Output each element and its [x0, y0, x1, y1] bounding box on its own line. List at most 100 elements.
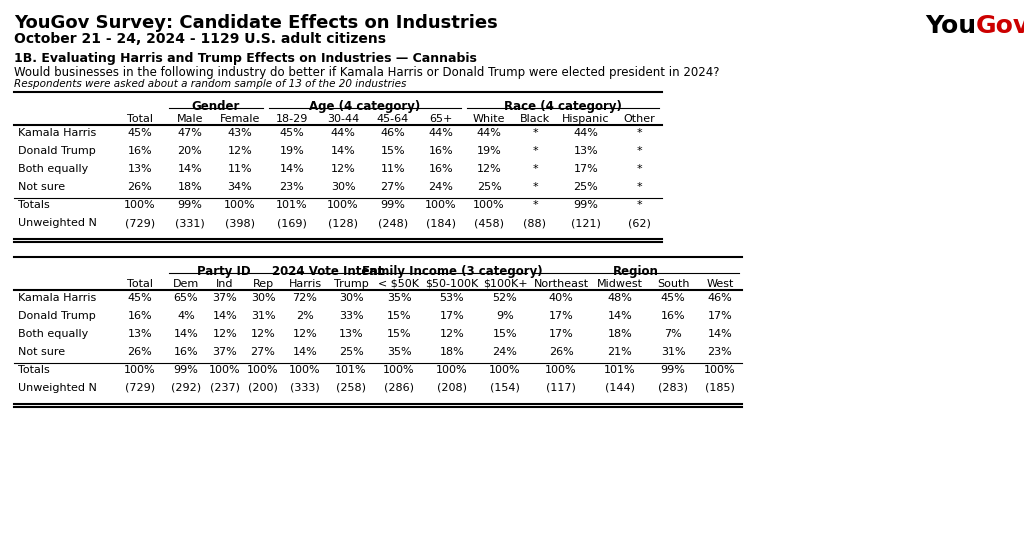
- Text: $100K+: $100K+: [482, 279, 527, 289]
- Text: (286): (286): [384, 383, 414, 393]
- Text: 27%: 27%: [381, 182, 406, 192]
- Text: 13%: 13%: [339, 329, 364, 339]
- Text: Both equally: Both equally: [18, 329, 88, 339]
- Text: *: *: [532, 182, 538, 192]
- Text: Donald Trump: Donald Trump: [18, 311, 96, 321]
- Text: 21%: 21%: [607, 347, 633, 357]
- Text: (458): (458): [474, 218, 504, 228]
- Text: (333): (333): [290, 383, 319, 393]
- Text: 26%: 26%: [128, 347, 153, 357]
- Text: Not sure: Not sure: [18, 182, 66, 192]
- Text: 1B. Evaluating Harris and Trump Effects on Industries — Cannabis: 1B. Evaluating Harris and Trump Effects …: [14, 52, 477, 65]
- Text: (729): (729): [125, 218, 155, 228]
- Text: $50-100K: $50-100K: [425, 279, 478, 289]
- Text: 100%: 100%: [289, 365, 321, 375]
- Text: 16%: 16%: [128, 146, 153, 156]
- Text: 12%: 12%: [331, 164, 355, 174]
- Text: (185): (185): [706, 383, 735, 393]
- Text: 31%: 31%: [251, 311, 275, 321]
- Text: 19%: 19%: [280, 146, 304, 156]
- Text: 100%: 100%: [247, 365, 279, 375]
- Text: 17%: 17%: [549, 329, 573, 339]
- Text: Trump: Trump: [334, 279, 369, 289]
- Text: You: You: [925, 14, 976, 38]
- Text: 23%: 23%: [280, 182, 304, 192]
- Text: 18-29: 18-29: [275, 114, 308, 124]
- Text: 100%: 100%: [209, 365, 241, 375]
- Text: 25%: 25%: [573, 182, 598, 192]
- Text: 46%: 46%: [708, 293, 732, 303]
- Text: 14%: 14%: [708, 329, 732, 339]
- Text: (729): (729): [125, 383, 155, 393]
- Text: (208): (208): [437, 383, 467, 393]
- Text: *: *: [636, 164, 642, 174]
- Text: 100%: 100%: [705, 365, 736, 375]
- Text: 100%: 100%: [224, 200, 256, 210]
- Text: 25%: 25%: [476, 182, 502, 192]
- Text: Midwest: Midwest: [597, 279, 643, 289]
- Text: 13%: 13%: [128, 164, 153, 174]
- Text: 15%: 15%: [387, 311, 412, 321]
- Text: 16%: 16%: [128, 311, 153, 321]
- Text: 7%: 7%: [665, 329, 682, 339]
- Text: *: *: [636, 146, 642, 156]
- Text: 13%: 13%: [573, 146, 598, 156]
- Text: 100%: 100%: [124, 200, 156, 210]
- Text: YouGov Survey: Candidate Effects on Industries: YouGov Survey: Candidate Effects on Indu…: [14, 14, 498, 32]
- Text: < $50K: < $50K: [379, 279, 420, 289]
- Text: 99%: 99%: [177, 200, 203, 210]
- Text: 14%: 14%: [174, 329, 199, 339]
- Text: 100%: 100%: [545, 365, 577, 375]
- Text: Unweighted N: Unweighted N: [18, 218, 97, 228]
- Text: Unweighted N: Unweighted N: [18, 383, 97, 393]
- Text: 40%: 40%: [549, 293, 573, 303]
- Text: 11%: 11%: [381, 164, 406, 174]
- Text: Gov: Gov: [976, 14, 1024, 38]
- Text: 44%: 44%: [331, 128, 355, 138]
- Text: Total: Total: [127, 114, 153, 124]
- Text: 72%: 72%: [293, 293, 317, 303]
- Text: 30-44: 30-44: [327, 114, 359, 124]
- Text: 37%: 37%: [213, 293, 238, 303]
- Text: 16%: 16%: [429, 146, 454, 156]
- Text: Race (4 category): Race (4 category): [504, 100, 622, 113]
- Text: Donald Trump: Donald Trump: [18, 146, 96, 156]
- Text: 26%: 26%: [128, 182, 153, 192]
- Text: 16%: 16%: [174, 347, 199, 357]
- Text: 14%: 14%: [331, 146, 355, 156]
- Text: October 21 - 24, 2024 - 1129 U.S. adult citizens: October 21 - 24, 2024 - 1129 U.S. adult …: [14, 32, 386, 46]
- Text: *: *: [636, 128, 642, 138]
- Text: 12%: 12%: [476, 164, 502, 174]
- Text: West: West: [707, 279, 733, 289]
- Text: Totals: Totals: [18, 365, 50, 375]
- Text: (331): (331): [175, 218, 205, 228]
- Text: 100%: 100%: [425, 200, 457, 210]
- Text: 52%: 52%: [493, 293, 517, 303]
- Text: 37%: 37%: [213, 347, 238, 357]
- Text: 48%: 48%: [607, 293, 633, 303]
- Text: South: South: [656, 279, 689, 289]
- Text: 53%: 53%: [439, 293, 464, 303]
- Text: 14%: 14%: [280, 164, 304, 174]
- Text: 24%: 24%: [493, 347, 517, 357]
- Text: 46%: 46%: [381, 128, 406, 138]
- Text: 100%: 100%: [328, 200, 358, 210]
- Text: 14%: 14%: [177, 164, 203, 174]
- Text: (169): (169): [278, 218, 307, 228]
- Text: 45-64: 45-64: [377, 114, 410, 124]
- Text: (128): (128): [328, 218, 358, 228]
- Text: 12%: 12%: [251, 329, 275, 339]
- Text: 16%: 16%: [429, 164, 454, 174]
- Text: 101%: 101%: [335, 365, 367, 375]
- Text: 9%: 9%: [496, 311, 514, 321]
- Text: 12%: 12%: [439, 329, 464, 339]
- Text: 2%: 2%: [296, 311, 314, 321]
- Text: 24%: 24%: [429, 182, 454, 192]
- Text: 101%: 101%: [276, 200, 308, 210]
- Text: 34%: 34%: [227, 182, 252, 192]
- Text: (200): (200): [248, 383, 278, 393]
- Text: Black: Black: [520, 114, 550, 124]
- Text: 100%: 100%: [436, 365, 468, 375]
- Text: (117): (117): [546, 383, 575, 393]
- Text: 15%: 15%: [493, 329, 517, 339]
